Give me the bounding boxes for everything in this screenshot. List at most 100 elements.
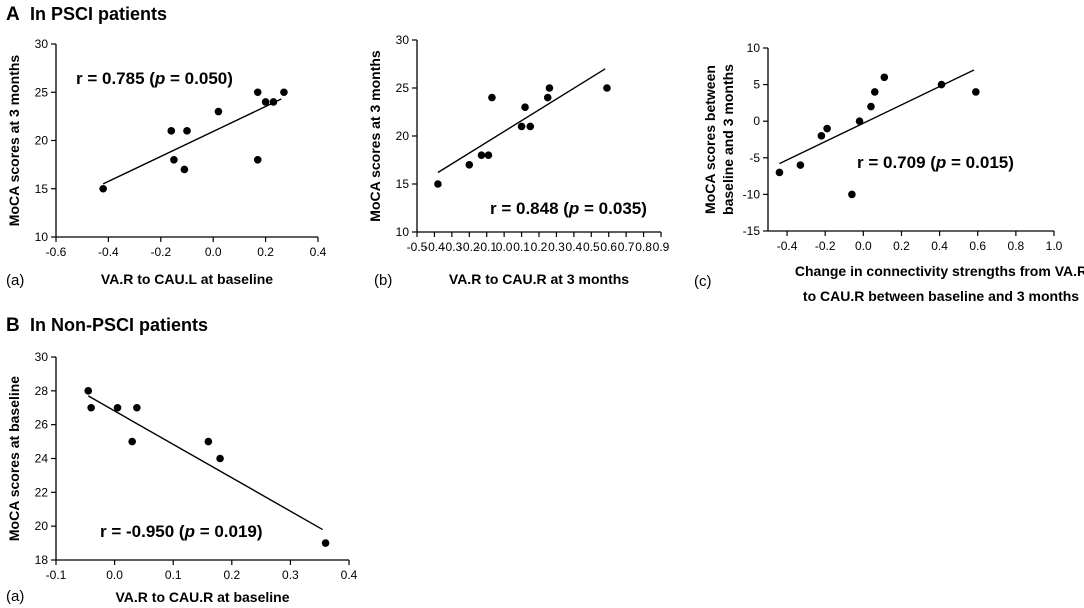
panel-label: (a) [6, 588, 24, 605]
y-tick-label: 10 [396, 225, 410, 239]
y-tick-label: 30 [35, 37, 49, 51]
data-point [823, 124, 831, 133]
data-point [214, 107, 223, 116]
correlation-annotation: r = 0.709 (p = 0.015) [857, 153, 1014, 172]
y-tick-label: 24 [35, 452, 49, 466]
section-a-title: In PSCI patients [30, 4, 167, 24]
x-tick-label: 0.1 [513, 240, 530, 254]
y-tick-label: 26 [35, 418, 49, 432]
data-point [253, 156, 262, 164]
data-point [113, 403, 122, 412]
y-tick-label: 30 [396, 33, 410, 47]
data-point [434, 180, 442, 188]
section-b-title: In Non-PSCI patients [30, 315, 208, 335]
x-tick-label: 0.3 [282, 568, 299, 582]
data-point [517, 122, 526, 131]
y-axis-label: MoCA scores at baseline [6, 376, 22, 541]
data-point [269, 98, 278, 106]
x-tick-label: 0.3 [548, 240, 565, 254]
data-point [855, 117, 864, 125]
data-point [128, 437, 136, 446]
x-tick-label: -0.2 [459, 240, 480, 254]
y-tick-label: 5 [753, 78, 760, 92]
data-point [796, 161, 805, 169]
data-point [937, 80, 946, 89]
x-tick-label: -0.6 [46, 245, 67, 259]
section-a-letter: A [6, 4, 20, 25]
x-tick-label: 0.0 [855, 239, 872, 253]
x-axis-label: Change in connectivity strengths from VA… [795, 263, 1084, 279]
x-tick-label: 0.6 [969, 239, 986, 253]
data-point [817, 132, 826, 140]
data-point [488, 93, 496, 102]
y-tick-label: 10 [747, 41, 761, 55]
data-point [167, 127, 176, 135]
data-point [972, 88, 980, 96]
data-point [484, 151, 493, 159]
x-tick-label: 0.7 [618, 240, 635, 254]
data-point [216, 454, 224, 463]
x-tick-label: -0.2 [150, 245, 171, 259]
x-tick-label: 0.8 [1008, 239, 1025, 253]
regression-line [437, 68, 606, 174]
panel-label: (c) [694, 273, 712, 290]
y-tick-label: 20 [396, 129, 410, 143]
y-axis-label: MoCA scores at 3 months [6, 55, 22, 227]
x-tick-label: -0.3 [442, 240, 463, 254]
data-point [180, 165, 189, 174]
x-tick-label: 0.2 [893, 239, 910, 253]
y-tick-label: 15 [35, 182, 49, 196]
y-tick-label: 25 [396, 81, 410, 95]
y-tick-label: 20 [35, 519, 49, 533]
correlation-annotation: r = 0.848 (p = 0.035) [490, 199, 647, 218]
x-tick-label: -0.4 [98, 245, 119, 259]
y-tick-label: 20 [35, 134, 49, 148]
data-point [261, 98, 270, 106]
chart-a-a-psci-vaR-cauL-baseline: 10 15 20 25 30 -0.6 -0.4 -0.2 0.0 0.2 0.4 MoCA scor… [6, 37, 327, 289]
x-tick-label: 0.0 [205, 245, 222, 259]
x-tick-label: 0.0 [496, 240, 513, 254]
data-point [775, 168, 784, 177]
x-tick-label: 0.8 [635, 240, 652, 254]
x-tick-label: -0.2 [815, 239, 836, 253]
x-tick-label: 1.0 [1046, 239, 1063, 253]
y-tick-label: 25 [35, 85, 49, 99]
x-tick-label: -0.5 [407, 240, 428, 254]
data-point [321, 539, 330, 547]
y-tick-label: 28 [35, 384, 49, 398]
x-tick-label: -0.4 [777, 239, 798, 253]
data-point [880, 73, 889, 82]
data-point [870, 88, 879, 96]
x-tick-label: -0.4 [424, 240, 445, 254]
chart-a-c-psci-change-connectivity: -15 -10 -5 0 5 10 -0.4 -0.2 0.0 0.2 0.4 0.6 0.8 1.0 Mo… [694, 41, 1084, 304]
y-axis-label: MoCA scores at 3 months [367, 50, 383, 222]
x-tick-label: 0.6 [600, 240, 617, 254]
panel-label: (b) [374, 272, 392, 289]
x-tick-label: 0.4 [566, 240, 583, 254]
x-tick-label: -0.1 [46, 568, 67, 582]
y-tick-label: 18 [35, 553, 49, 567]
y-axis-label: baseline and 3 months [720, 64, 736, 215]
data-point [183, 127, 191, 135]
data-point [170, 156, 178, 164]
section-b-letter: B [6, 315, 20, 336]
x-tick-label: 0.4 [310, 245, 327, 259]
correlation-annotation: r = -0.950 (p = 0.019) [100, 522, 263, 541]
data-point [477, 151, 486, 159]
x-tick-label: 0.2 [223, 568, 240, 582]
data-point [543, 93, 552, 102]
x-tick-label: -0.1 [476, 240, 497, 254]
regression-line [102, 98, 282, 185]
y-axis-label: MoCA scores between [702, 65, 718, 214]
data-point [848, 190, 856, 199]
y-tick-label: 30 [35, 350, 49, 364]
x-tick-label: 0.1 [165, 568, 182, 582]
data-point [87, 403, 95, 412]
data-point [84, 387, 93, 395]
data-point [253, 88, 262, 97]
data-point [521, 103, 529, 111]
data-point [867, 102, 875, 111]
data-point [204, 437, 213, 446]
x-axis-label: VA.R to CAU.R at baseline [116, 589, 290, 605]
